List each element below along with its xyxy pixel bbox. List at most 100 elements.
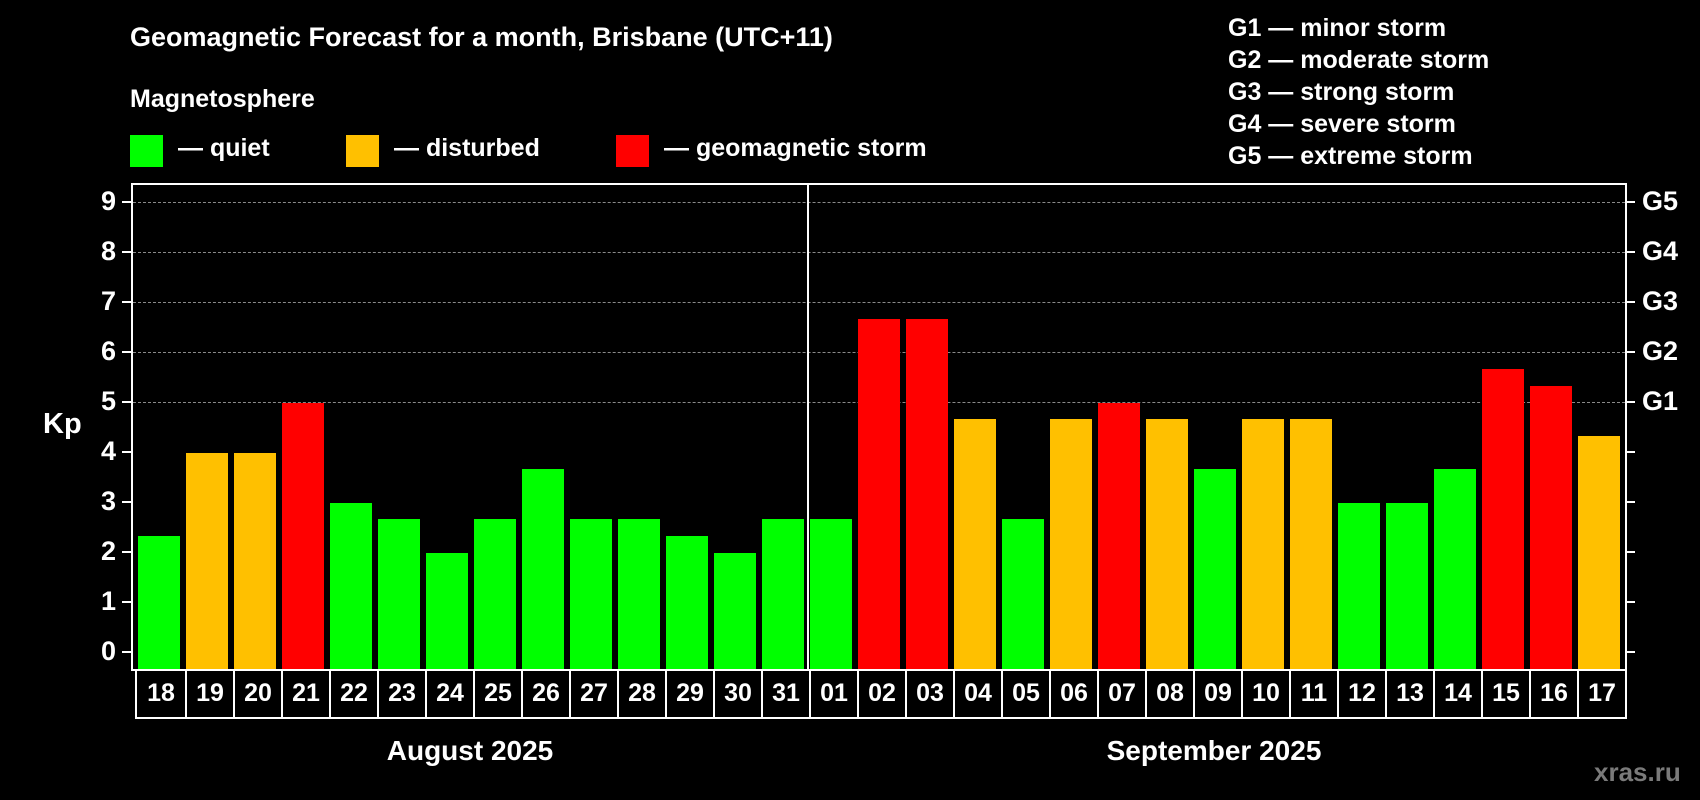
date-cell: 15: [1481, 669, 1529, 717]
y-tick-label: 4: [100, 436, 116, 466]
date-cell: 07: [1097, 669, 1145, 717]
right-y-tick: [1626, 601, 1635, 603]
y-tick: [122, 651, 131, 653]
bar-15: [1482, 369, 1524, 669]
month-label-august: August 2025: [386, 735, 554, 766]
gridline: [133, 202, 1625, 203]
g2-legend: G2 — moderate storm: [1228, 46, 1490, 74]
g5-legend: G5 — extreme storm: [1228, 142, 1473, 170]
bar-09: [1194, 469, 1236, 669]
bar-02: [858, 319, 900, 669]
right-y-tick: [1626, 301, 1635, 303]
bar-17: [1578, 436, 1620, 669]
right-y-tick: [1626, 451, 1635, 453]
chart-title: Geomagnetic Forecast for a month, Brisba…: [130, 22, 833, 52]
legend-quiet-label: — quiet: [178, 134, 270, 162]
date-cell: 22: [329, 669, 377, 717]
month-label-september: September 2025: [1106, 735, 1322, 766]
bar-26: [522, 469, 564, 669]
date-cell: 18: [147, 678, 175, 707]
date-cell: 02: [857, 669, 905, 717]
y-tick-label: 2: [100, 536, 116, 566]
y-tick: [122, 251, 131, 253]
bar-03: [906, 319, 948, 669]
bar-06: [1050, 419, 1092, 669]
bar-30: [714, 553, 756, 669]
storm-swatch: [616, 135, 649, 167]
bar-19: [186, 453, 228, 669]
date-cell: 24: [425, 669, 473, 717]
bar-18: [138, 536, 180, 669]
right-y-tick: [1626, 201, 1635, 203]
y-tick-label: 3: [100, 486, 116, 516]
bar-11: [1290, 419, 1332, 669]
month-divider: [807, 185, 809, 669]
right-y-tick: [1626, 551, 1635, 553]
bar-05: [1002, 519, 1044, 669]
bar-08: [1146, 419, 1188, 669]
bar-14: [1434, 469, 1476, 669]
storm-level-label: G2: [1642, 336, 1679, 366]
right-y-tick: [1626, 501, 1635, 503]
storm-level-label: G1: [1642, 386, 1679, 416]
right-y-tick: [1626, 651, 1635, 653]
date-cell: 13: [1385, 669, 1433, 717]
right-y-tick: [1626, 251, 1635, 253]
date-cell: 12: [1337, 669, 1385, 717]
date-cell: 04: [953, 669, 1001, 717]
bar-21: [282, 403, 324, 669]
bar-07: [1098, 403, 1140, 669]
gridline: [133, 302, 1625, 303]
date-cell: 08: [1145, 669, 1193, 717]
date-cell: 25: [473, 669, 521, 717]
date-cell: 14: [1433, 669, 1481, 717]
y-tick: [122, 351, 131, 353]
gridline: [133, 252, 1625, 253]
date-cell: 20: [233, 669, 281, 717]
date-cell: 27: [569, 669, 617, 717]
date-cell: 01: [809, 669, 857, 717]
y-tick-label: 8: [100, 236, 116, 266]
bar-23: [378, 519, 420, 669]
watermark: xras.ru: [1594, 757, 1681, 787]
legend-heading: Magnetosphere: [130, 85, 315, 113]
y-tick-label: 5: [100, 386, 116, 416]
g3-legend: G3 — strong storm: [1228, 78, 1455, 106]
y-tick: [122, 601, 131, 603]
right-y-tick: [1626, 401, 1635, 403]
y-tick: [122, 401, 131, 403]
y-tick-label: 9: [100, 186, 116, 216]
quiet-swatch: [130, 135, 163, 167]
storm-level-label: G5: [1642, 186, 1679, 216]
bar-28: [618, 519, 660, 669]
bar-22: [330, 503, 372, 669]
storm-level-label: G4: [1642, 236, 1679, 266]
bar-10: [1242, 419, 1284, 669]
date-cell: 21: [281, 669, 329, 717]
bar-01: [810, 519, 852, 669]
bar-31: [762, 519, 804, 669]
legend-disturbed-label: — disturbed: [394, 134, 540, 162]
right-y-tick: [1626, 351, 1635, 353]
date-cell: 23: [377, 669, 425, 717]
bar-20: [234, 453, 276, 669]
date-cell: 11: [1289, 669, 1337, 717]
bar-25: [474, 519, 516, 669]
y-tick: [122, 501, 131, 503]
y-tick-label: 0: [100, 636, 116, 666]
y-tick-label: 1: [100, 586, 116, 616]
bar-13: [1386, 503, 1428, 669]
g4-legend: G4 — severe storm: [1228, 110, 1456, 138]
date-cell: 05: [1001, 669, 1049, 717]
date-cell: 09: [1193, 669, 1241, 717]
y-tick-label: 6: [100, 336, 116, 366]
bar-04: [954, 419, 996, 669]
date-cell: 17: [1577, 669, 1625, 717]
date-cell: 06: [1049, 669, 1097, 717]
date-cell: 31: [761, 669, 809, 717]
y-tick: [122, 451, 131, 453]
bar-16: [1530, 386, 1572, 669]
plot-area: [131, 183, 1627, 671]
date-cell: 10: [1241, 669, 1289, 717]
date-cell: 26: [521, 669, 569, 717]
